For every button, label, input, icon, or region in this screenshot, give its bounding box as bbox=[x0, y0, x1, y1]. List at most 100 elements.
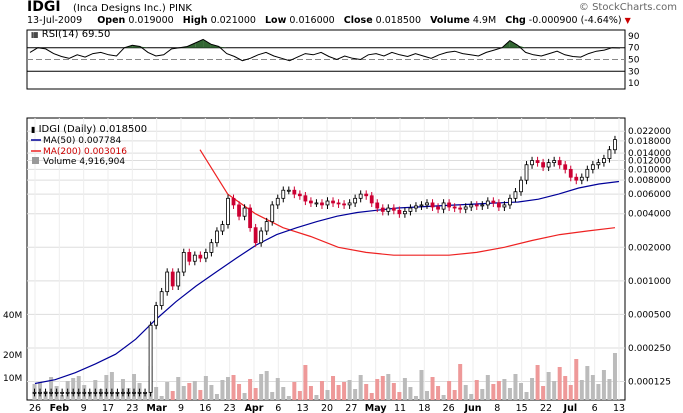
down-arrow-icon: ▼ bbox=[624, 16, 631, 25]
candle-body bbox=[76, 391, 81, 394]
candle-body bbox=[49, 391, 53, 394]
date-tick-label: 11 bbox=[394, 403, 406, 413]
volume-bar bbox=[225, 377, 230, 400]
volume-bar bbox=[397, 392, 402, 400]
volume-bar bbox=[364, 384, 369, 400]
candle-body bbox=[414, 205, 418, 209]
exchange-label: PINK bbox=[168, 3, 192, 14]
volume-bar bbox=[485, 375, 490, 400]
rsi-overbought-fill bbox=[509, 40, 518, 48]
rsi-label-text: RSI(14) 69.50 bbox=[42, 29, 111, 40]
candle-body bbox=[176, 271, 181, 287]
candle-body bbox=[441, 202, 446, 210]
volume-bar bbox=[596, 384, 601, 400]
candle-body bbox=[215, 230, 219, 244]
volume-bar bbox=[425, 391, 430, 400]
price-tick-label: 0.018000 bbox=[628, 137, 671, 147]
ma50-line bbox=[34, 180, 620, 385]
volume-bar bbox=[491, 384, 496, 400]
candle-body bbox=[375, 202, 380, 209]
candle-body bbox=[436, 206, 440, 210]
date-tick-label: Jul bbox=[563, 403, 578, 413]
volume-bar bbox=[474, 380, 479, 400]
volume-bar bbox=[447, 381, 452, 400]
candle-body bbox=[590, 164, 595, 170]
candle-body bbox=[320, 202, 324, 206]
volume-bar bbox=[513, 374, 518, 400]
candle-body bbox=[226, 197, 230, 225]
candle-body bbox=[331, 200, 335, 204]
volume-bar bbox=[314, 395, 319, 400]
candle-body bbox=[447, 202, 452, 208]
volume-bar bbox=[132, 374, 137, 400]
volume-bar bbox=[347, 380, 352, 400]
volume-label: Volume bbox=[430, 15, 470, 26]
high-value: 0.021000 bbox=[210, 15, 256, 26]
candle-body bbox=[552, 160, 557, 164]
volume-bar bbox=[176, 377, 181, 400]
ma200-path bbox=[199, 149, 616, 256]
volume-bar bbox=[557, 367, 562, 400]
legend-main-text: IDGI (Daily) 0.018500 bbox=[39, 124, 148, 135]
candle-body bbox=[585, 168, 590, 178]
candle-body bbox=[541, 162, 546, 168]
volume-bar bbox=[60, 395, 65, 400]
date-tick-label: 23 bbox=[224, 403, 236, 413]
price-tick-label: 0.014000 bbox=[628, 149, 671, 159]
candle-body bbox=[198, 254, 203, 259]
date-tick-label: 9 bbox=[178, 403, 184, 413]
date-tick-label: 6 bbox=[275, 403, 281, 413]
candle-body bbox=[281, 189, 286, 199]
volume-bar bbox=[430, 377, 435, 400]
chart-legend: ▮ IDGI (Daily) 0.018500 MA(50) 0.007784 … bbox=[31, 124, 147, 167]
volume-bar bbox=[49, 377, 54, 400]
candle-body bbox=[309, 200, 313, 204]
volume-bar bbox=[546, 372, 551, 400]
date-tick-label: 23 bbox=[126, 403, 138, 413]
watermark: © StockCharts.com bbox=[578, 2, 677, 13]
volume-bar bbox=[458, 364, 463, 400]
candle-body bbox=[303, 195, 308, 202]
candle-body bbox=[391, 207, 396, 211]
volume-bar bbox=[292, 382, 297, 400]
company-label: (Inca Designs Inc.) bbox=[73, 3, 166, 14]
volume-bar bbox=[214, 394, 219, 400]
price-tick-label: 0.000250 bbox=[628, 344, 671, 354]
volume-bar bbox=[286, 396, 291, 400]
candle-body bbox=[170, 271, 175, 287]
volume-bar bbox=[579, 380, 584, 400]
volume-bar bbox=[574, 359, 579, 400]
candle-body bbox=[54, 391, 59, 394]
candle-body bbox=[275, 197, 280, 206]
volume-bar bbox=[209, 385, 214, 400]
candle-body bbox=[574, 176, 579, 181]
candle-body bbox=[342, 203, 346, 206]
candle-body bbox=[419, 204, 424, 207]
candle-body bbox=[369, 195, 374, 204]
rsi-tick-label: 70 bbox=[628, 44, 640, 54]
volume-bar bbox=[248, 379, 253, 400]
candle-body bbox=[607, 149, 612, 159]
candle-body bbox=[98, 391, 103, 394]
candle-body bbox=[613, 139, 617, 151]
date-tick-label: Feb bbox=[50, 403, 70, 413]
volume-bar bbox=[496, 381, 501, 400]
ma50-path bbox=[34, 180, 620, 385]
volume-bar bbox=[419, 370, 424, 400]
legend-volume: Volume 4,916,904 bbox=[43, 157, 125, 167]
close-label: Close bbox=[343, 15, 373, 26]
candle-body bbox=[104, 391, 109, 394]
volume-bar bbox=[535, 365, 540, 400]
candle-body bbox=[143, 391, 147, 394]
candle-body bbox=[458, 207, 463, 210]
volume-bar bbox=[375, 379, 380, 400]
volume-bar bbox=[159, 396, 164, 400]
volume-bar bbox=[87, 394, 92, 400]
volume-bar bbox=[358, 375, 363, 400]
candle-body bbox=[43, 391, 48, 394]
volume-bar bbox=[203, 376, 208, 400]
candle-body bbox=[485, 200, 490, 206]
volume-bar bbox=[237, 384, 242, 400]
volume-bar bbox=[530, 378, 535, 400]
